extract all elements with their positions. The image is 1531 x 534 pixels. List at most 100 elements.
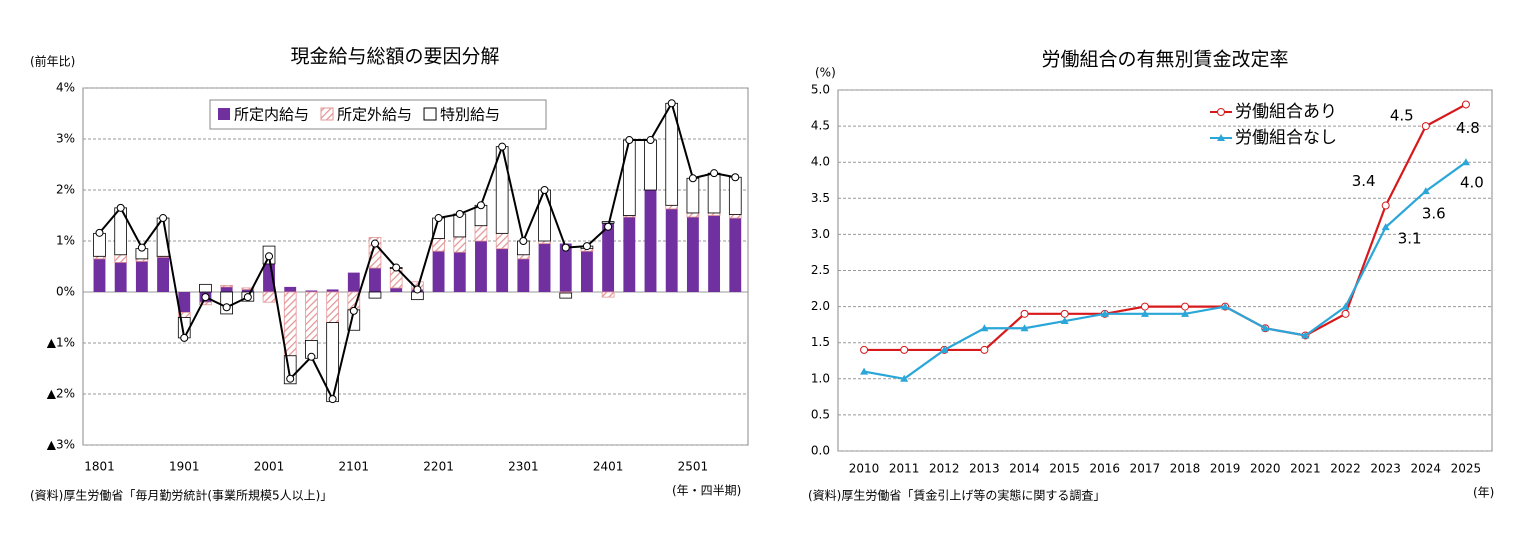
marker <box>1100 309 1109 317</box>
bar-segment <box>263 263 275 292</box>
x-tick-label: 2018 <box>1170 462 1201 476</box>
x-axis-label: (年・四半期) <box>672 484 741 498</box>
chart-title: 現金給与総額の要因分解 <box>290 46 499 68</box>
source: (資料)厚生労働省「毎月勤労統計(事業所規模5人以上)」 <box>30 488 332 503</box>
y-tick-label: 0.5 <box>811 407 830 421</box>
x-tick-label: 2014 <box>1009 462 1040 476</box>
bar-segment <box>220 284 233 288</box>
y-tick-label: 4.5 <box>811 119 830 133</box>
total-point <box>582 242 591 251</box>
bar-segment <box>432 251 445 292</box>
x-tick-label: 2016 <box>1090 462 1121 476</box>
bar-segment <box>495 232 509 250</box>
bar-segment <box>453 252 466 292</box>
x-tick-label: 1901 <box>169 460 200 474</box>
marker <box>860 367 869 375</box>
total-point <box>476 201 485 210</box>
legend-swatch <box>320 107 334 121</box>
series-line <box>863 161 1467 380</box>
data-label: 3.6 <box>1422 205 1446 223</box>
x-tick-label: 2017 <box>1130 462 1161 476</box>
x-tick-label: 2401 <box>593 460 624 474</box>
total-point <box>370 239 379 248</box>
total-point <box>265 252 274 261</box>
bar-segment <box>686 212 700 218</box>
total-point <box>434 214 443 223</box>
legend-label: 所定内給与 <box>234 106 309 124</box>
bar-segment <box>220 286 233 292</box>
bar-segment <box>390 287 403 292</box>
x-tick-label: 2301 <box>508 460 539 474</box>
bar-segment <box>708 215 721 292</box>
bar-segment <box>347 272 360 292</box>
bar-segment <box>326 289 339 292</box>
total-point <box>688 174 697 183</box>
marker <box>1221 302 1230 310</box>
bar-segment <box>368 291 382 299</box>
total-point <box>392 263 401 272</box>
x-tick-label: 2010 <box>849 462 880 476</box>
marker <box>1020 324 1029 332</box>
legend-marker <box>1217 134 1225 141</box>
total-point <box>667 99 676 108</box>
bar-segment <box>241 287 255 290</box>
marker <box>1421 187 1430 195</box>
bar-segment <box>496 248 509 292</box>
bar-segment <box>623 217 636 292</box>
y-tick-label: 1.5 <box>811 335 830 349</box>
total-point <box>540 186 549 194</box>
marker <box>1461 100 1470 109</box>
marker <box>860 345 869 354</box>
bar-segment <box>305 290 318 292</box>
total-point <box>498 142 507 151</box>
total-point <box>349 306 358 315</box>
chart-title: 労働組合の有無別賃金改定率 <box>1041 49 1288 71</box>
bar-segment <box>475 241 487 292</box>
y-tick-label: 5.0 <box>811 83 830 97</box>
y-tick-label: 0.0 <box>811 444 830 458</box>
total-point <box>137 243 146 252</box>
marker <box>1140 309 1149 317</box>
y-tick-label: 4.0 <box>811 155 830 169</box>
bar-segment <box>220 291 233 315</box>
bar-segment <box>432 238 445 252</box>
bar-segment <box>728 214 742 219</box>
total-point <box>116 203 125 212</box>
bar-segment <box>199 283 212 293</box>
bar-segment <box>262 291 276 303</box>
series-line <box>864 103 1467 352</box>
bar-segment <box>602 223 615 292</box>
total-point <box>413 285 422 294</box>
legend-swatch <box>423 107 437 121</box>
total-point <box>604 222 613 231</box>
data-label: 4.8 <box>1456 119 1480 137</box>
x-tick-label: 2025 <box>1451 462 1482 476</box>
marker <box>1381 223 1390 231</box>
y-tick-label: 1% <box>56 234 75 248</box>
bar-segment <box>283 355 297 385</box>
bar-segment <box>326 291 339 324</box>
bar-segment <box>665 204 679 210</box>
marker <box>940 345 949 353</box>
legend-box <box>209 99 547 130</box>
bar-segment <box>517 258 530 292</box>
bar-segment <box>729 218 742 292</box>
marker <box>1381 201 1390 210</box>
legend-label: 特別給与 <box>440 106 500 124</box>
y-tick-label: 4% <box>56 81 75 95</box>
bar-segment <box>178 292 191 313</box>
legend-label: 所定外給与 <box>337 106 412 124</box>
bar-segment <box>665 208 678 292</box>
bar-segment <box>305 291 318 341</box>
y-tick-label: 2.5 <box>811 263 830 277</box>
total-point <box>180 333 189 342</box>
total-point <box>286 374 295 383</box>
source: (資料)厚生労働省「賃金引上げ等の実態に関する調査」 <box>808 488 1105 503</box>
total-point <box>159 214 168 223</box>
total-point <box>307 352 316 361</box>
total-point <box>731 173 740 182</box>
bar-segment <box>474 225 488 242</box>
bar-segment <box>368 237 382 269</box>
